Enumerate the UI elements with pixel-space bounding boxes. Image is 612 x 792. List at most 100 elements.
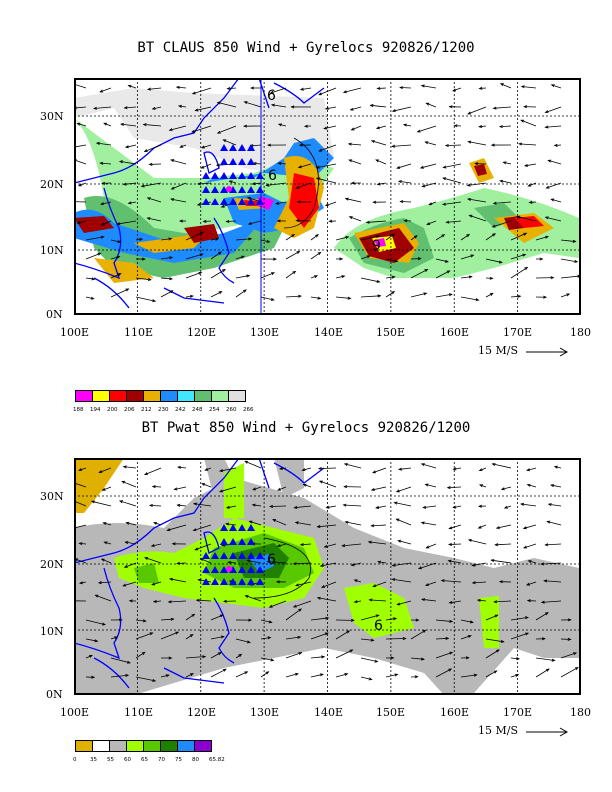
wind-vector (185, 231, 204, 241)
wind-vector-head (218, 489, 223, 493)
wind-vector (174, 486, 187, 490)
wind-vector (460, 234, 470, 241)
panel1-lon-label: 180 (570, 326, 591, 339)
wind-vector (551, 198, 562, 203)
wind-vector-head (539, 257, 544, 261)
wind-vector-head (121, 480, 126, 484)
wind-vector-head (295, 583, 300, 587)
wind-vector (479, 87, 487, 89)
wind-vector (560, 652, 577, 659)
wind-vector (354, 579, 362, 583)
wind-vector-head (393, 501, 398, 505)
wind-vector (192, 87, 212, 95)
wind-vector-head (522, 253, 527, 257)
wind-vector (310, 252, 321, 260)
wind-vector-head (391, 275, 396, 279)
colorbar-swatch (109, 390, 127, 402)
wind-vector-head (290, 105, 295, 109)
wind-vector-head (527, 183, 532, 187)
wind-vector-head (176, 503, 181, 507)
colorbar-label: 188 (73, 407, 84, 413)
wind-vector (398, 540, 412, 545)
wind-vector (178, 466, 187, 469)
wind-vector-head (168, 237, 173, 241)
wind-vector (195, 543, 212, 551)
wind-vector (101, 220, 112, 226)
wind-vector (96, 142, 112, 146)
wind-vector-head (473, 673, 478, 677)
wind-vector-head (324, 106, 329, 110)
wind-vector-head (394, 259, 399, 263)
wind-vector-head (525, 582, 530, 586)
colorbar-label: 254 (209, 407, 220, 413)
wind-vector-head (217, 652, 222, 656)
wind-vector-head (348, 159, 353, 163)
wind-vector-head (517, 294, 522, 298)
wind-vector-head (117, 273, 122, 277)
wind-vector-head (79, 581, 84, 585)
panel2-gyre-symbol: 6 (374, 618, 383, 634)
gyre-triangle-icon (247, 144, 255, 151)
wind-vector (503, 161, 512, 165)
wind-vector-head (452, 88, 457, 92)
wind-vector-head (420, 521, 425, 525)
wind-vector-head (176, 561, 181, 565)
wind-vector-head (191, 129, 196, 133)
wind-vector-head (520, 85, 525, 89)
wind-vector-head (478, 504, 482, 508)
wind-vector-head (152, 599, 157, 603)
wind-vector-head (298, 608, 303, 612)
wind-vector (266, 182, 287, 186)
wind-vector-head (170, 198, 175, 202)
wind-vector-head (143, 149, 148, 152)
wind-vector-head (276, 219, 281, 223)
wind-vector (160, 618, 174, 621)
wind-vector-head (425, 545, 430, 549)
wind-vector (360, 255, 370, 260)
wind-vector-head (524, 616, 529, 620)
wind-vector-head (448, 526, 453, 530)
wind-vector (496, 524, 512, 529)
wind-vector-head (142, 619, 147, 623)
wind-vector-head (365, 220, 370, 224)
wind-vector (554, 144, 562, 146)
wind-vector (300, 87, 312, 91)
wind-vector-head (391, 291, 396, 295)
wind-vector-head (491, 224, 496, 228)
wind-vector (226, 220, 237, 222)
wind-vector-head (179, 144, 184, 148)
gyre-triangle-icon (238, 186, 246, 193)
wind-vector (526, 467, 537, 471)
gyre-triangle-icon (229, 172, 237, 179)
wind-vector-head (248, 618, 253, 622)
wind-vector-head (100, 202, 105, 206)
panel1-gyre-symbol: 9 (372, 238, 381, 254)
wind-vector-head (225, 505, 230, 509)
wind-vector (135, 651, 146, 659)
wind-vector (485, 670, 497, 678)
wind-vector (278, 123, 287, 127)
wind-vector (121, 480, 137, 488)
wind-vector (103, 522, 112, 526)
wind-vector (385, 233, 395, 241)
wind-vector-head (465, 656, 470, 660)
wind-vector (420, 163, 437, 169)
panel1-lon-label: 100E (60, 326, 90, 339)
wind-vector-head (241, 255, 246, 259)
wind-vector-head (540, 562, 545, 566)
wind-vector (468, 539, 487, 545)
wind-vector-head (152, 678, 157, 682)
wind-vector-head (100, 558, 105, 562)
wind-vector-head (218, 469, 224, 473)
wind-vector-head (99, 89, 104, 93)
wind-vector-head (447, 559, 452, 563)
wind-vector (185, 673, 194, 678)
wind-vector (348, 143, 362, 146)
wind-vector (350, 106, 362, 111)
wind-vector-head (169, 277, 174, 281)
wind-vector (435, 270, 450, 279)
wind-vector-head (98, 470, 103, 473)
panel2-lon-label: 170E (503, 706, 533, 719)
gyre-triangle-icon (229, 538, 237, 545)
wind-vector (479, 484, 487, 488)
